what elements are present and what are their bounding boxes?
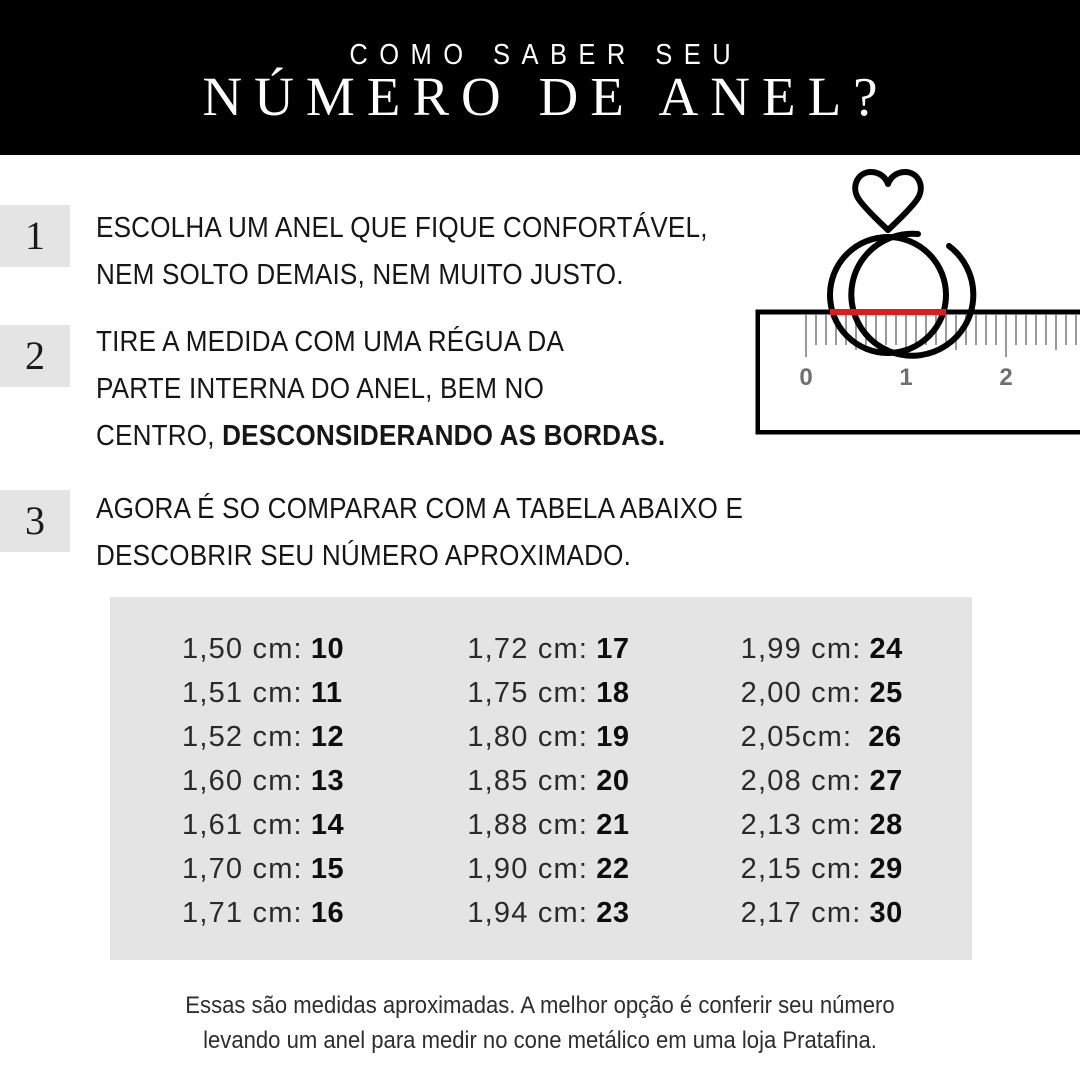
step-number-badge-1: 1 [0,205,70,267]
step-text-line: AGORA É SO COMPARAR COM A TABELA ABAIXO … [96,493,744,525]
table-row: 1,70 cm: 15 [182,853,345,885]
step-text-2: TIRE A MEDIDA COM UMA RÉGUA DA PARTE INT… [96,319,665,460]
size-table-column-1: 1,50 cm: 10 1,51 cm: 11 1,52 cm: 12 1,60… [110,627,413,935]
ring-icon [827,230,977,359]
footer-line-2: levando um anel para medir no cone metál… [203,1027,877,1054]
table-row: 1,50 cm: 10 [182,633,345,665]
table-row: 2,05cm: 26 [740,721,902,753]
step-text-3: AGORA É SO COMPARAR COM A TABELA ABAIXO … [96,486,743,580]
step-text-line: PARTE INTERNA DO ANEL, BEM NO [96,373,545,405]
ruler-label-1: 1 [899,364,912,391]
table-row: 1,75 cm: 18 [467,677,630,709]
step-text-line: DESCOBRIR SEU NÚMERO APROXIMADO. [96,540,632,572]
table-row: 2,08 cm: 27 [740,765,903,797]
table-row: 1,52 cm: 12 [182,721,345,753]
table-row: 2,13 cm: 28 [740,809,903,841]
table-row: 2,00 cm: 25 [740,677,903,709]
step-text-line: CENTRO, DESCONSIDERANDO AS BORDAS. [96,420,666,452]
table-row: 2,17 cm: 30 [740,897,903,929]
table-row: 1,61 cm: 14 [182,809,345,841]
ruler-icon: 0 1 2 [755,309,1080,435]
footer-line-1: Essas são medidas aproximadas. A melhor … [185,992,895,1019]
ring-on-ruler-illustration: 0 1 2 [740,160,1080,450]
size-table-panel: 1,50 cm: 10 1,51 cm: 11 1,52 cm: 12 1,60… [110,597,972,960]
header-subtitle: COMO SABER SEU [349,39,743,71]
step-text-line: TIRE A MEDIDA COM UMA RÉGUA DA [96,326,565,358]
step-number-badge-2: 2 [0,325,70,387]
table-row: 1,72 cm: 17 [467,633,630,665]
step-text-line: NEM SOLTO DEMAIS, NEM MUITO JUSTO. [96,259,624,291]
step-text-line: ESCOLHA UM ANEL QUE FIQUE CONFORTÁVEL, [96,212,708,244]
ruler-label-2: 2 [999,364,1012,391]
step-number-badge-3: 3 [0,490,70,552]
table-row: 2,15 cm: 29 [740,853,903,885]
header-banner: COMO SABER SEU NÚMERO DE ANEL? [0,0,1080,155]
footer-note: Essas são medidas aproximadas. A melhor … [43,988,1037,1058]
table-row: 1,94 cm: 23 [467,897,630,929]
step-text-1: ESCOLHA UM ANEL QUE FIQUE CONFORTÁVEL, N… [96,205,708,299]
table-row: 1,71 cm: 16 [182,897,345,929]
table-row: 1,99 cm: 24 [740,633,903,665]
table-row: 1,88 cm: 21 [467,809,630,841]
ruler-label-0: 0 [799,364,812,391]
heart-icon [852,169,924,233]
table-row: 1,85 cm: 20 [467,765,630,797]
table-row: 1,80 cm: 19 [467,721,630,753]
page-title: NÚMERO DE ANEL? [202,66,890,127]
table-row: 1,90 cm: 22 [467,853,630,885]
size-table-column-3: 1,99 cm: 24 2,00 cm: 25 2,05cm: 26 2,08 … [699,627,972,935]
ring-ruler-svg: 0 1 2 [755,169,1080,435]
size-table-column-2: 1,72 cm: 17 1,75 cm: 18 1,80 cm: 19 1,85… [413,627,698,935]
table-row: 1,60 cm: 13 [182,765,345,797]
table-row: 1,51 cm: 11 [182,677,343,709]
step-text-emphasis: DESCONSIDERANDO AS BORDAS. [222,420,666,452]
size-table-columns: 1,50 cm: 10 1,51 cm: 11 1,52 cm: 12 1,60… [110,627,972,935]
